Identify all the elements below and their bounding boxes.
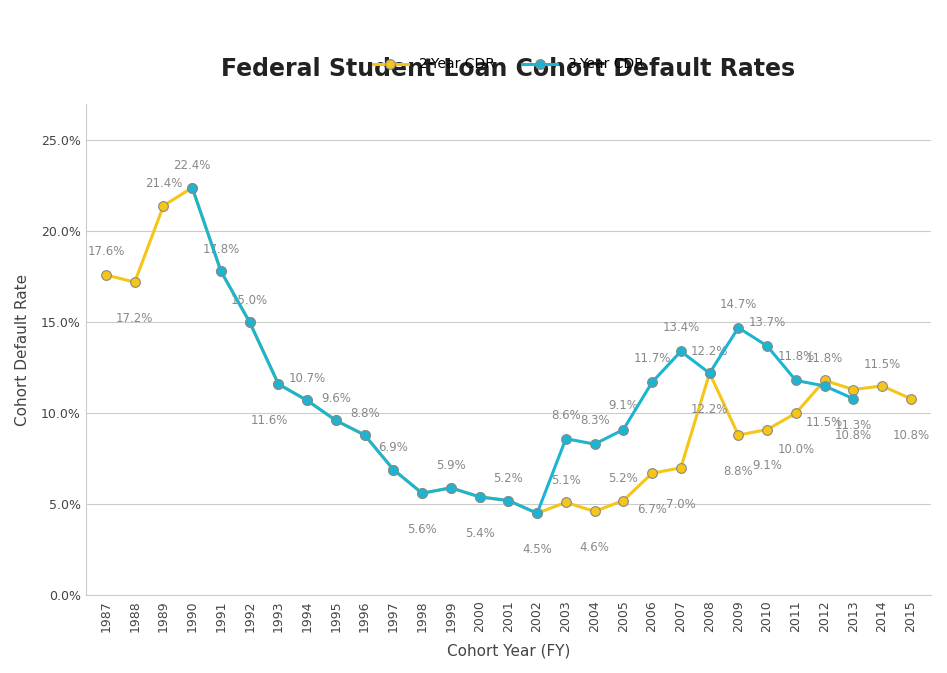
Text: 6.9%: 6.9% bbox=[379, 441, 408, 454]
2-Year CDR bbox=[445, 484, 456, 492]
Text: 21.4%: 21.4% bbox=[145, 178, 182, 190]
2-Year CDR bbox=[647, 469, 658, 477]
Text: 6.7%: 6.7% bbox=[637, 503, 667, 516]
Text: 5.6%: 5.6% bbox=[407, 523, 437, 536]
Text: 4.5%: 4.5% bbox=[522, 543, 552, 556]
Text: 11.8%: 11.8% bbox=[806, 352, 843, 365]
2-Year CDR bbox=[215, 267, 226, 275]
3-Year CDR bbox=[561, 435, 572, 443]
3-Year CDR bbox=[273, 380, 284, 388]
2-Year CDR bbox=[589, 507, 600, 516]
Text: 17.2%: 17.2% bbox=[116, 312, 153, 325]
2-Year CDR bbox=[503, 497, 514, 505]
2-Year CDR bbox=[761, 425, 773, 433]
3-Year CDR bbox=[617, 425, 629, 433]
2-Year CDR bbox=[359, 431, 370, 439]
Text: 12.2%: 12.2% bbox=[691, 403, 728, 416]
Text: 5.9%: 5.9% bbox=[436, 460, 466, 472]
X-axis label: Cohort Year (FY): Cohort Year (FY) bbox=[447, 643, 570, 658]
3-Year CDR bbox=[503, 497, 514, 505]
3-Year CDR bbox=[675, 347, 687, 355]
Text: 8.8%: 8.8% bbox=[349, 406, 380, 420]
3-Year CDR bbox=[187, 184, 198, 192]
2-Year CDR bbox=[100, 271, 112, 279]
3-Year CDR bbox=[704, 369, 715, 377]
Text: 9.1%: 9.1% bbox=[608, 400, 638, 413]
2-Year CDR bbox=[129, 278, 140, 286]
2-Year CDR bbox=[733, 431, 744, 439]
3-Year CDR bbox=[331, 417, 342, 425]
2-Year CDR bbox=[848, 386, 859, 394]
Y-axis label: Cohort Default Rate: Cohort Default Rate bbox=[15, 273, 30, 425]
3-Year CDR bbox=[733, 324, 744, 332]
3-Year CDR bbox=[790, 376, 801, 384]
2-Year CDR bbox=[790, 409, 801, 417]
Text: 17.8%: 17.8% bbox=[203, 243, 240, 256]
2-Year CDR bbox=[474, 493, 485, 501]
2-Year CDR bbox=[905, 394, 917, 402]
Text: 17.6%: 17.6% bbox=[87, 245, 125, 258]
3-Year CDR bbox=[819, 382, 831, 390]
3-Year CDR bbox=[445, 484, 456, 492]
3-Year CDR bbox=[244, 318, 256, 326]
Text: 10.7%: 10.7% bbox=[289, 372, 326, 385]
3-Year CDR bbox=[761, 342, 773, 350]
3-Year CDR bbox=[215, 267, 226, 275]
Text: 11.7%: 11.7% bbox=[634, 352, 670, 365]
2-Year CDR bbox=[531, 509, 543, 518]
2-Year CDR bbox=[273, 380, 284, 388]
3-Year CDR bbox=[589, 440, 600, 448]
Text: 10.8%: 10.8% bbox=[834, 429, 872, 441]
Legend: 2-Year CDR, 3-Year CDR: 2-Year CDR, 3-Year CDR bbox=[367, 52, 650, 77]
2-Year CDR bbox=[617, 497, 629, 505]
2-Year CDR bbox=[387, 466, 399, 474]
Text: 4.6%: 4.6% bbox=[580, 541, 610, 555]
Text: 10.0%: 10.0% bbox=[777, 443, 814, 456]
Text: 11.3%: 11.3% bbox=[834, 419, 872, 433]
Text: 11.5%: 11.5% bbox=[806, 416, 843, 429]
Text: 11.5%: 11.5% bbox=[864, 357, 901, 371]
2-Year CDR bbox=[876, 382, 887, 390]
2-Year CDR bbox=[301, 396, 313, 404]
Text: 9.1%: 9.1% bbox=[752, 460, 782, 472]
2-Year CDR bbox=[561, 498, 572, 506]
Text: 8.3%: 8.3% bbox=[580, 414, 610, 427]
2-Year CDR bbox=[704, 369, 715, 377]
Text: 8.8%: 8.8% bbox=[724, 465, 753, 478]
Text: 10.8%: 10.8% bbox=[892, 429, 929, 441]
Text: 5.4%: 5.4% bbox=[465, 527, 494, 540]
Title: Federal Student Loan Cohort Default Rates: Federal Student Loan Cohort Default Rate… bbox=[222, 57, 795, 81]
2-Year CDR bbox=[244, 318, 256, 326]
Text: 22.4%: 22.4% bbox=[173, 160, 211, 172]
3-Year CDR bbox=[387, 466, 399, 474]
Text: 13.4%: 13.4% bbox=[662, 321, 700, 334]
Text: 11.6%: 11.6% bbox=[251, 414, 289, 427]
2-Year CDR bbox=[331, 417, 342, 425]
3-Year CDR bbox=[301, 396, 313, 404]
Text: 14.7%: 14.7% bbox=[720, 297, 757, 310]
3-Year CDR bbox=[417, 489, 428, 497]
2-Year CDR bbox=[158, 202, 170, 210]
Text: 8.6%: 8.6% bbox=[551, 409, 581, 421]
3-Year CDR bbox=[474, 493, 485, 501]
Text: 13.7%: 13.7% bbox=[748, 316, 786, 328]
Line: 3-Year CDR: 3-Year CDR bbox=[188, 183, 858, 518]
Text: 12.2%: 12.2% bbox=[691, 345, 728, 358]
3-Year CDR bbox=[848, 394, 859, 402]
3-Year CDR bbox=[359, 431, 370, 439]
2-Year CDR bbox=[675, 464, 687, 472]
Text: 11.8%: 11.8% bbox=[777, 351, 814, 363]
Text: 5.2%: 5.2% bbox=[493, 472, 524, 485]
3-Year CDR bbox=[531, 509, 543, 518]
3-Year CDR bbox=[647, 378, 658, 386]
2-Year CDR bbox=[819, 376, 831, 384]
2-Year CDR bbox=[187, 184, 198, 192]
Text: 5.2%: 5.2% bbox=[609, 472, 638, 485]
Text: 9.6%: 9.6% bbox=[321, 392, 350, 405]
Text: 7.0%: 7.0% bbox=[666, 497, 696, 511]
Text: 5.1%: 5.1% bbox=[551, 474, 581, 487]
Line: 2-Year CDR: 2-Year CDR bbox=[101, 183, 916, 518]
2-Year CDR bbox=[417, 489, 428, 497]
Text: 15.0%: 15.0% bbox=[231, 294, 268, 307]
